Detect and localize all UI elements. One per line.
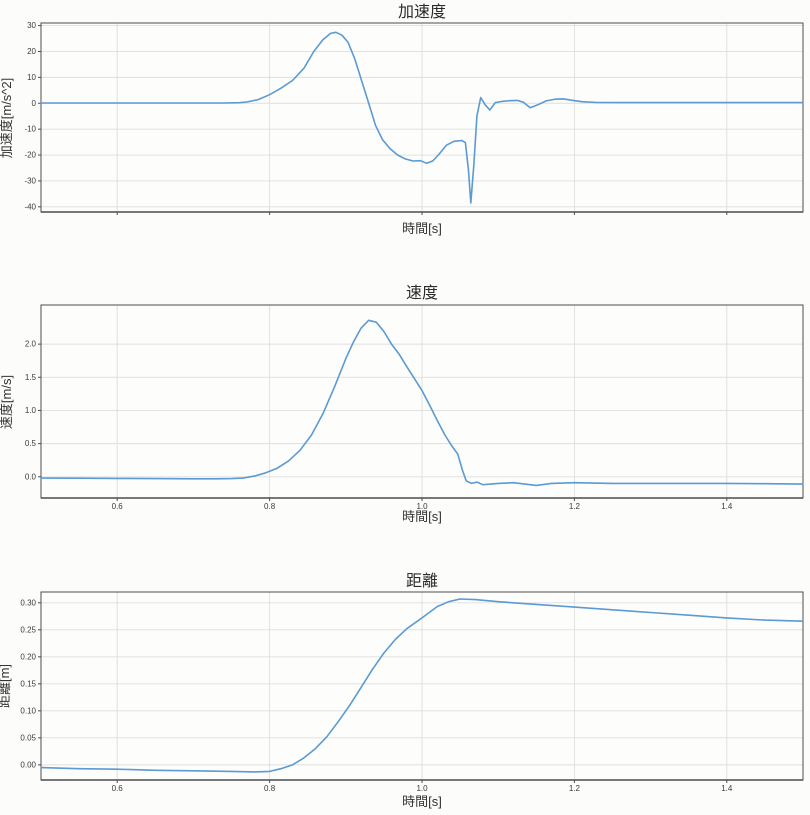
y-tick-label: 0.10 xyxy=(20,706,36,715)
y-axis-label: 距離[m] xyxy=(0,664,12,708)
chart-distance: 0.6 0.8 1.0 1.2 1.4 0.30 0.25 0.20 0.15 0.10 0.05 0… xyxy=(0,558,810,815)
y-tick-label: 0.0 xyxy=(25,472,37,481)
distance-plot: 0.6 0.8 1.0 1.2 1.4 0.30 0.25 0.20 0.15 0.10 0.05 0… xyxy=(0,572,804,809)
x-axis-label: 時間[s] xyxy=(402,509,442,524)
y-tick-label: 0.30 xyxy=(20,598,36,607)
y-axis-label: 加速度[m/s^2] xyxy=(0,78,14,159)
y-tick-label: 10 xyxy=(27,73,36,82)
chart-title: 距離 xyxy=(406,572,438,590)
y-tick-label: 0.20 xyxy=(20,652,36,661)
chart-title: 速度 xyxy=(406,284,438,302)
y-tick-label: 1.5 xyxy=(25,373,37,382)
y-tick-label: 0.15 xyxy=(20,679,36,688)
x-tick-label: 0.6 xyxy=(112,502,124,511)
chart-title: 加速度 xyxy=(398,3,446,21)
y-tick-label: 2.0 xyxy=(25,340,37,349)
y-tick-label: 1.0 xyxy=(25,406,37,415)
data-line xyxy=(40,319,804,487)
y-tick-label: 0.05 xyxy=(20,733,36,742)
x-tick-label: 0.8 xyxy=(264,784,276,793)
x-tick-label: 1.4 xyxy=(721,784,733,793)
x-tick-label: 1.4 xyxy=(721,502,733,511)
x-tick-label: 1.0 xyxy=(416,502,428,511)
chart-acceleration: 30 20 10 0 -10 -20 -30 -40 加速度 時間[s] 加速度[m/s^2] xyxy=(0,0,810,245)
y-tick-label: 0.00 xyxy=(20,760,36,769)
y-tick-label: 0.5 xyxy=(25,439,37,448)
y-tick-label: -10 xyxy=(24,125,36,134)
velocity-plot: 0.6 0.8 1.0 1.2 1.42.01.51.00.50.0 速度 時間[s] … xyxy=(0,284,804,524)
x-tick-label: 0.8 xyxy=(264,502,276,511)
data-line xyxy=(40,598,804,773)
x-axis-label: 時間[s] xyxy=(402,794,442,809)
y-tick-label: -40 xyxy=(24,202,36,211)
y-tick-label: 20 xyxy=(27,47,36,56)
y-tick-label: 0 xyxy=(32,99,37,108)
data-line xyxy=(40,31,804,204)
x-tick-label: 0.6 xyxy=(112,784,124,793)
x-axis-label: 時間[s] xyxy=(402,221,442,236)
y-axis-label: 速度[m/s] xyxy=(0,375,14,429)
x-tick-label: 1.0 xyxy=(416,784,428,793)
y-tick-label: -30 xyxy=(24,176,36,185)
y-tick-label: 0.25 xyxy=(20,625,36,634)
acceleration-plot: 30 20 10 0 -10 -20 -30 -40 加速度 時間[s] 加速度[m/s^2] xyxy=(0,3,804,236)
chart-velocity: 0.6 0.8 1.0 1.2 1.4 2.0 1.5 1.0 0.5 0.0 速度 時間[s] … xyxy=(0,272,810,530)
y-tick-label: -20 xyxy=(24,151,36,160)
x-tick-label: 1.2 xyxy=(569,784,581,793)
y-tick-label: 30 xyxy=(27,21,36,30)
x-tick-label: 1.2 xyxy=(569,502,581,511)
